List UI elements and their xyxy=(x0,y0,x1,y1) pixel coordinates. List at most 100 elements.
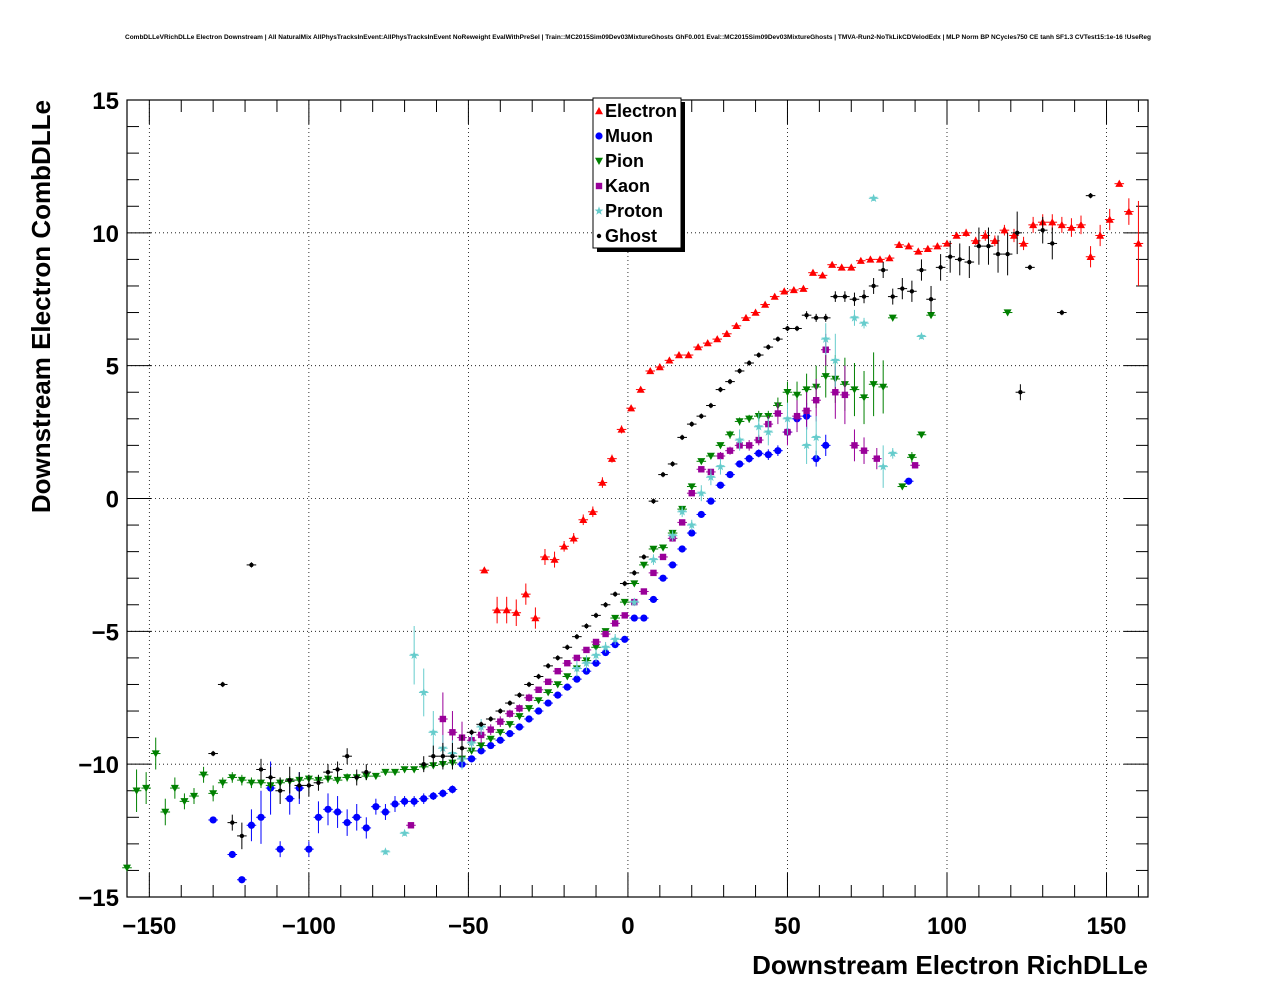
ghost-point xyxy=(335,767,340,772)
muon-point xyxy=(410,797,418,805)
electron-point xyxy=(1000,226,1009,234)
ghost-point xyxy=(277,788,283,793)
data-series xyxy=(122,179,1144,884)
x-tick-label: 150 xyxy=(1086,913,1126,940)
proton-point xyxy=(850,313,859,322)
kaon-point xyxy=(688,489,695,497)
proton-point xyxy=(917,331,926,341)
ghost-point xyxy=(670,461,675,467)
muon-point xyxy=(506,730,514,738)
electron-point xyxy=(875,255,884,263)
ghost-point xyxy=(1088,193,1093,198)
y-tick-label: −15 xyxy=(78,885,119,912)
muon-point xyxy=(736,460,744,468)
muon-point xyxy=(305,845,313,853)
proton-point xyxy=(754,422,764,431)
kaon-point xyxy=(659,553,667,561)
ghost-point xyxy=(230,820,235,825)
ghost-point xyxy=(938,265,943,270)
muon-point xyxy=(238,876,246,884)
pion-point xyxy=(381,768,390,777)
ghost-point xyxy=(306,783,312,788)
muon-point xyxy=(554,691,562,699)
muon-point xyxy=(324,805,332,813)
x-tick-label: −100 xyxy=(282,913,336,940)
pion-point xyxy=(888,314,897,322)
ghost-point xyxy=(708,403,714,408)
pion-point xyxy=(237,776,246,785)
electron-point xyxy=(732,321,741,330)
pion-point xyxy=(247,779,256,787)
muon-point xyxy=(640,614,648,622)
muon-point xyxy=(257,813,265,821)
electron-point xyxy=(923,244,932,252)
pion-point xyxy=(860,394,869,402)
electron-point xyxy=(761,300,770,308)
kaon-point xyxy=(774,410,782,417)
pion-point xyxy=(697,458,706,466)
ghost-point xyxy=(890,294,895,299)
kaon-point xyxy=(650,569,657,577)
muon-point xyxy=(525,715,533,723)
electron-point xyxy=(1096,231,1105,239)
kaon-point xyxy=(678,519,686,526)
pion-point xyxy=(218,779,227,787)
kaon-point xyxy=(698,466,705,473)
proton-point xyxy=(677,507,687,516)
ghost-point xyxy=(833,294,838,299)
pion-point xyxy=(496,729,505,737)
electron-point xyxy=(674,351,683,359)
pion-point xyxy=(611,614,620,623)
ghost-point xyxy=(813,315,819,321)
muon-point xyxy=(774,447,782,455)
electron-point xyxy=(655,362,664,371)
proton-point xyxy=(888,448,898,458)
kaon-point xyxy=(544,678,552,686)
series-ghost xyxy=(208,192,1096,850)
ghost-point xyxy=(297,783,302,788)
proton-point xyxy=(591,650,601,659)
muon-point xyxy=(621,635,629,643)
pion-point xyxy=(161,808,170,816)
ghost-point xyxy=(258,767,264,772)
y-tick-label: −5 xyxy=(92,619,119,646)
electron-point xyxy=(1057,220,1066,229)
kaon-point xyxy=(717,452,724,460)
electron-point xyxy=(818,271,827,279)
pion-point xyxy=(515,713,524,721)
kaon-point xyxy=(812,397,820,404)
x-tick-label: −150 xyxy=(122,913,176,940)
pion-point xyxy=(123,864,131,872)
muon-point xyxy=(544,699,552,707)
kaon-point xyxy=(851,442,858,449)
ghost-point xyxy=(488,716,493,722)
pion-point xyxy=(190,792,199,801)
pion-point xyxy=(180,798,189,806)
ghost-point xyxy=(545,663,551,669)
muon-point xyxy=(630,614,638,622)
kaon-point xyxy=(573,654,581,662)
electron-point xyxy=(550,555,559,563)
pion-point xyxy=(917,431,926,439)
ghost-point xyxy=(325,769,331,775)
proton-point xyxy=(878,462,888,471)
kaon-point xyxy=(592,638,600,646)
electron-point xyxy=(684,351,693,359)
muon-point xyxy=(448,785,457,794)
muon-point xyxy=(343,819,351,827)
proton-point xyxy=(467,738,476,747)
electron-point xyxy=(971,236,980,245)
muon-point xyxy=(659,574,667,582)
proton-point xyxy=(783,414,792,423)
ghost-point xyxy=(249,562,254,568)
pion-point xyxy=(333,776,342,785)
legend-marker-pion xyxy=(595,157,603,165)
muon-point xyxy=(678,545,686,553)
pion-point xyxy=(371,772,380,781)
muon-point xyxy=(707,497,715,505)
muon-point xyxy=(420,795,428,803)
electron-point xyxy=(981,231,990,239)
muon-point xyxy=(611,641,619,649)
muon-point xyxy=(429,792,437,800)
kaon-point xyxy=(860,447,868,454)
